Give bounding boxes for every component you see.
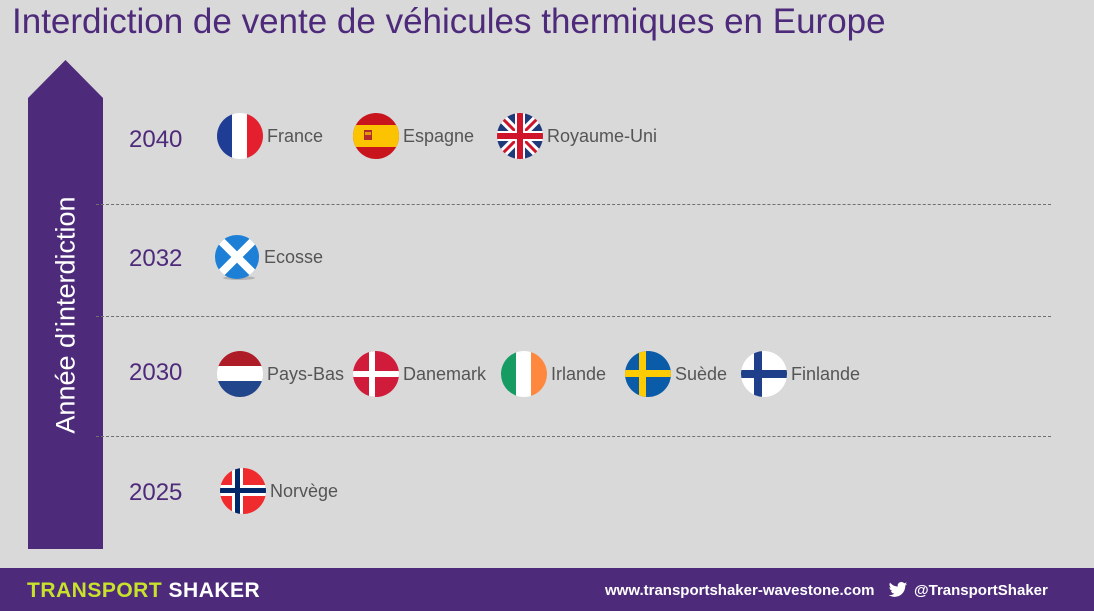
country-name: Royaume-Uni: [547, 125, 658, 146]
row-divider: [96, 316, 1051, 317]
country-item: Pays-Bas: [217, 351, 344, 397]
country-item: Royaume-Uni: [497, 113, 657, 159]
brand-part1: TRANSPORT: [27, 579, 163, 602]
france-flag-icon: [217, 113, 263, 159]
website-link[interactable]: www.transportshaker-wavestone.com: [605, 582, 875, 599]
row-divider: [96, 436, 1051, 437]
page-title: Interdiction de vente de véhicules therm…: [12, 2, 886, 41]
country-item: Norvège: [220, 468, 338, 514]
ireland-flag-icon: [501, 351, 547, 397]
country-name: Finlande: [791, 363, 861, 384]
year-label: 2032: [129, 245, 183, 272]
country-item: Irlande: [501, 351, 606, 397]
country-item: Suède: [625, 351, 727, 397]
norway-flag-icon: [220, 468, 266, 514]
footer-bar: TRANSPORT SHAKER www.transportshaker-wav…: [0, 568, 1094, 611]
twitter-bird-icon: [888, 580, 908, 600]
country-item: France: [217, 113, 323, 159]
netherlands-flag-icon: [217, 351, 263, 397]
year-label: 2025: [129, 479, 183, 506]
country-item: Finlande: [741, 351, 860, 397]
country-item: Ecosse: [214, 234, 323, 280]
country-name: Espagne: [403, 125, 475, 146]
uk-flag-icon: [497, 113, 543, 159]
country-name: Irlande: [551, 363, 607, 384]
year-label: 2040: [129, 126, 183, 153]
spain-flag-icon: [353, 113, 399, 159]
finland-flag-icon: [741, 351, 787, 397]
brand-part2: SHAKER: [168, 579, 261, 602]
timeline-arrow: [28, 60, 103, 549]
country-item: Espagne: [353, 113, 474, 159]
axis-label: Année d’interdiction: [50, 196, 81, 434]
year-label: 2030: [129, 359, 183, 386]
country-name: Ecosse: [264, 246, 324, 267]
denmark-flag-icon: [353, 351, 399, 397]
brand-logo: TRANSPORT SHAKER: [27, 579, 260, 603]
country-name: Suède: [675, 363, 728, 384]
country-name: Pays-Bas: [267, 363, 345, 384]
scotland-flag-icon: [214, 234, 260, 280]
sweden-flag-icon: [625, 351, 671, 397]
row-divider: [96, 204, 1051, 205]
country-item: Danemark: [353, 351, 486, 397]
country-name: France: [267, 125, 324, 146]
country-name: Norvège: [270, 480, 339, 501]
twitter-handle[interactable]: @TransportShaker: [914, 582, 1048, 599]
country-name: Danemark: [403, 363, 487, 384]
